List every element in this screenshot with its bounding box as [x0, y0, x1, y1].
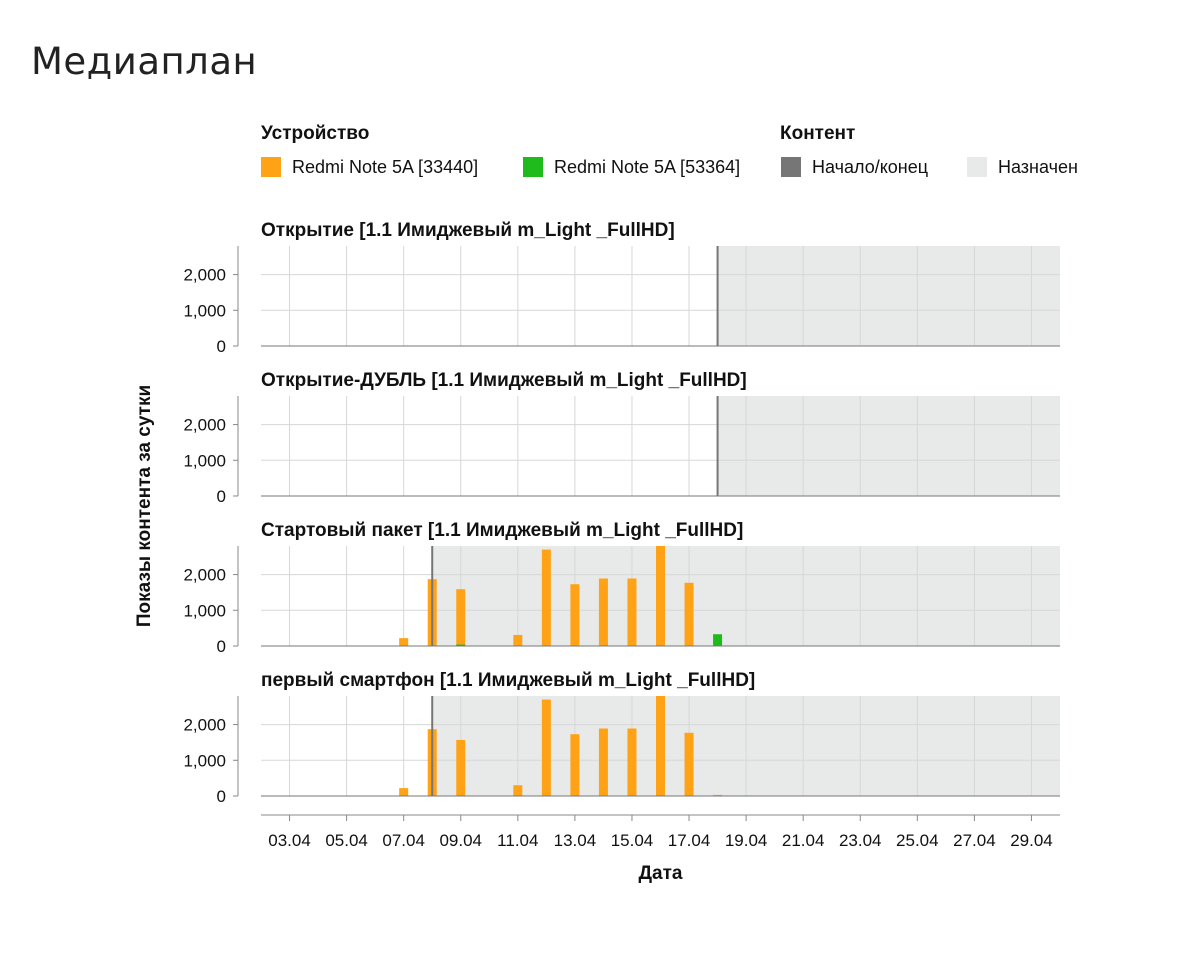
y-tick-label: 0 [217, 487, 226, 506]
legend-swatch-gray [781, 157, 801, 177]
bar [598, 578, 608, 646]
x-tick-label: 19.04 [725, 831, 768, 850]
bar [513, 634, 523, 646]
x-tick-label: 03.04 [268, 831, 311, 850]
bar [456, 739, 466, 796]
bar [656, 696, 665, 796]
bar [627, 728, 637, 796]
legend-item-device-33440[interactable]: Redmi Note 5A [33440] [261, 155, 478, 179]
legend-item-device-53364[interactable]: Redmi Note 5A [53364] [523, 155, 740, 179]
x-tick-label: 29.04 [1010, 831, 1053, 850]
bar [456, 644, 466, 646]
legend-content-title: Контент [780, 123, 856, 144]
y-tick-label: 0 [217, 787, 226, 806]
y-tick-label: 1,000 [183, 751, 226, 770]
x-tick-label: 27.04 [953, 831, 996, 850]
y-tick-label: 2,000 [183, 716, 226, 735]
legend-label: Redmi Note 5A [53364] [554, 156, 741, 177]
y-axis-title: Показы контента за сутки [134, 385, 155, 627]
y-tick-label: 1,000 [183, 601, 226, 620]
assigned-region [717, 246, 1060, 346]
legend-swatch-green [523, 157, 543, 177]
bar [684, 582, 694, 646]
y-tick-label: 2,000 [183, 566, 226, 585]
x-tick-label: 21.04 [782, 831, 825, 850]
legend-device-title: Устройство [261, 123, 370, 144]
y-tick-label: 0 [217, 337, 226, 356]
legend-label: Назначен [998, 156, 1078, 177]
legend-item-assigned[interactable]: Назначен [967, 155, 1078, 179]
legend-swatch-lightgray [967, 157, 987, 177]
x-tick-label: 23.04 [839, 831, 882, 850]
x-tick-label: 05.04 [325, 831, 368, 850]
facet-title: первый смартфон [1.1 Имиджевый m_Light _… [261, 670, 755, 691]
x-tick-label: 13.04 [554, 831, 597, 850]
bar [598, 728, 608, 796]
x-tick-label: 17.04 [668, 831, 711, 850]
bar [713, 634, 723, 646]
bar [456, 589, 466, 646]
y-tick-label: 0 [217, 637, 226, 656]
bar [541, 699, 551, 796]
x-axis-title: Дата [639, 863, 683, 884]
y-tick-label: 2,000 [183, 416, 226, 435]
bar [684, 732, 694, 796]
assigned-region [717, 396, 1060, 496]
bar [541, 549, 551, 646]
legend-item-start-end[interactable]: Начало/конец [781, 155, 928, 179]
x-tick-label: 07.04 [382, 831, 425, 850]
bar [656, 546, 665, 646]
y-tick-label: 1,000 [183, 451, 226, 470]
legend-swatch-orange [261, 157, 281, 177]
x-tick-label: 09.04 [439, 831, 482, 850]
page-title: Медиаплан [31, 40, 258, 83]
bar [570, 734, 580, 796]
facet-title: Стартовый пакет [1.1 Имиджевый m_Light _… [261, 520, 743, 541]
bar [713, 794, 723, 796]
bar [399, 638, 409, 646]
x-tick-label: 25.04 [896, 831, 939, 850]
bar [627, 578, 637, 646]
facet-title: Открытие [1.1 Имиджевый m_Light _FullHD] [261, 220, 675, 241]
facet-title: Открытие-ДУБЛЬ [1.1 Имиджевый m_Light _F… [261, 370, 747, 391]
x-tick-label: 15.04 [611, 831, 654, 850]
legend-label: Redmi Note 5A [33440] [292, 156, 479, 177]
bar [399, 788, 409, 796]
y-tick-label: 1,000 [183, 301, 226, 320]
bar [513, 785, 523, 796]
legend-label: Начало/конец [812, 156, 929, 177]
y-tick-label: 2,000 [183, 266, 226, 285]
x-tick-label: 11.04 [497, 831, 538, 850]
bar [570, 584, 580, 646]
